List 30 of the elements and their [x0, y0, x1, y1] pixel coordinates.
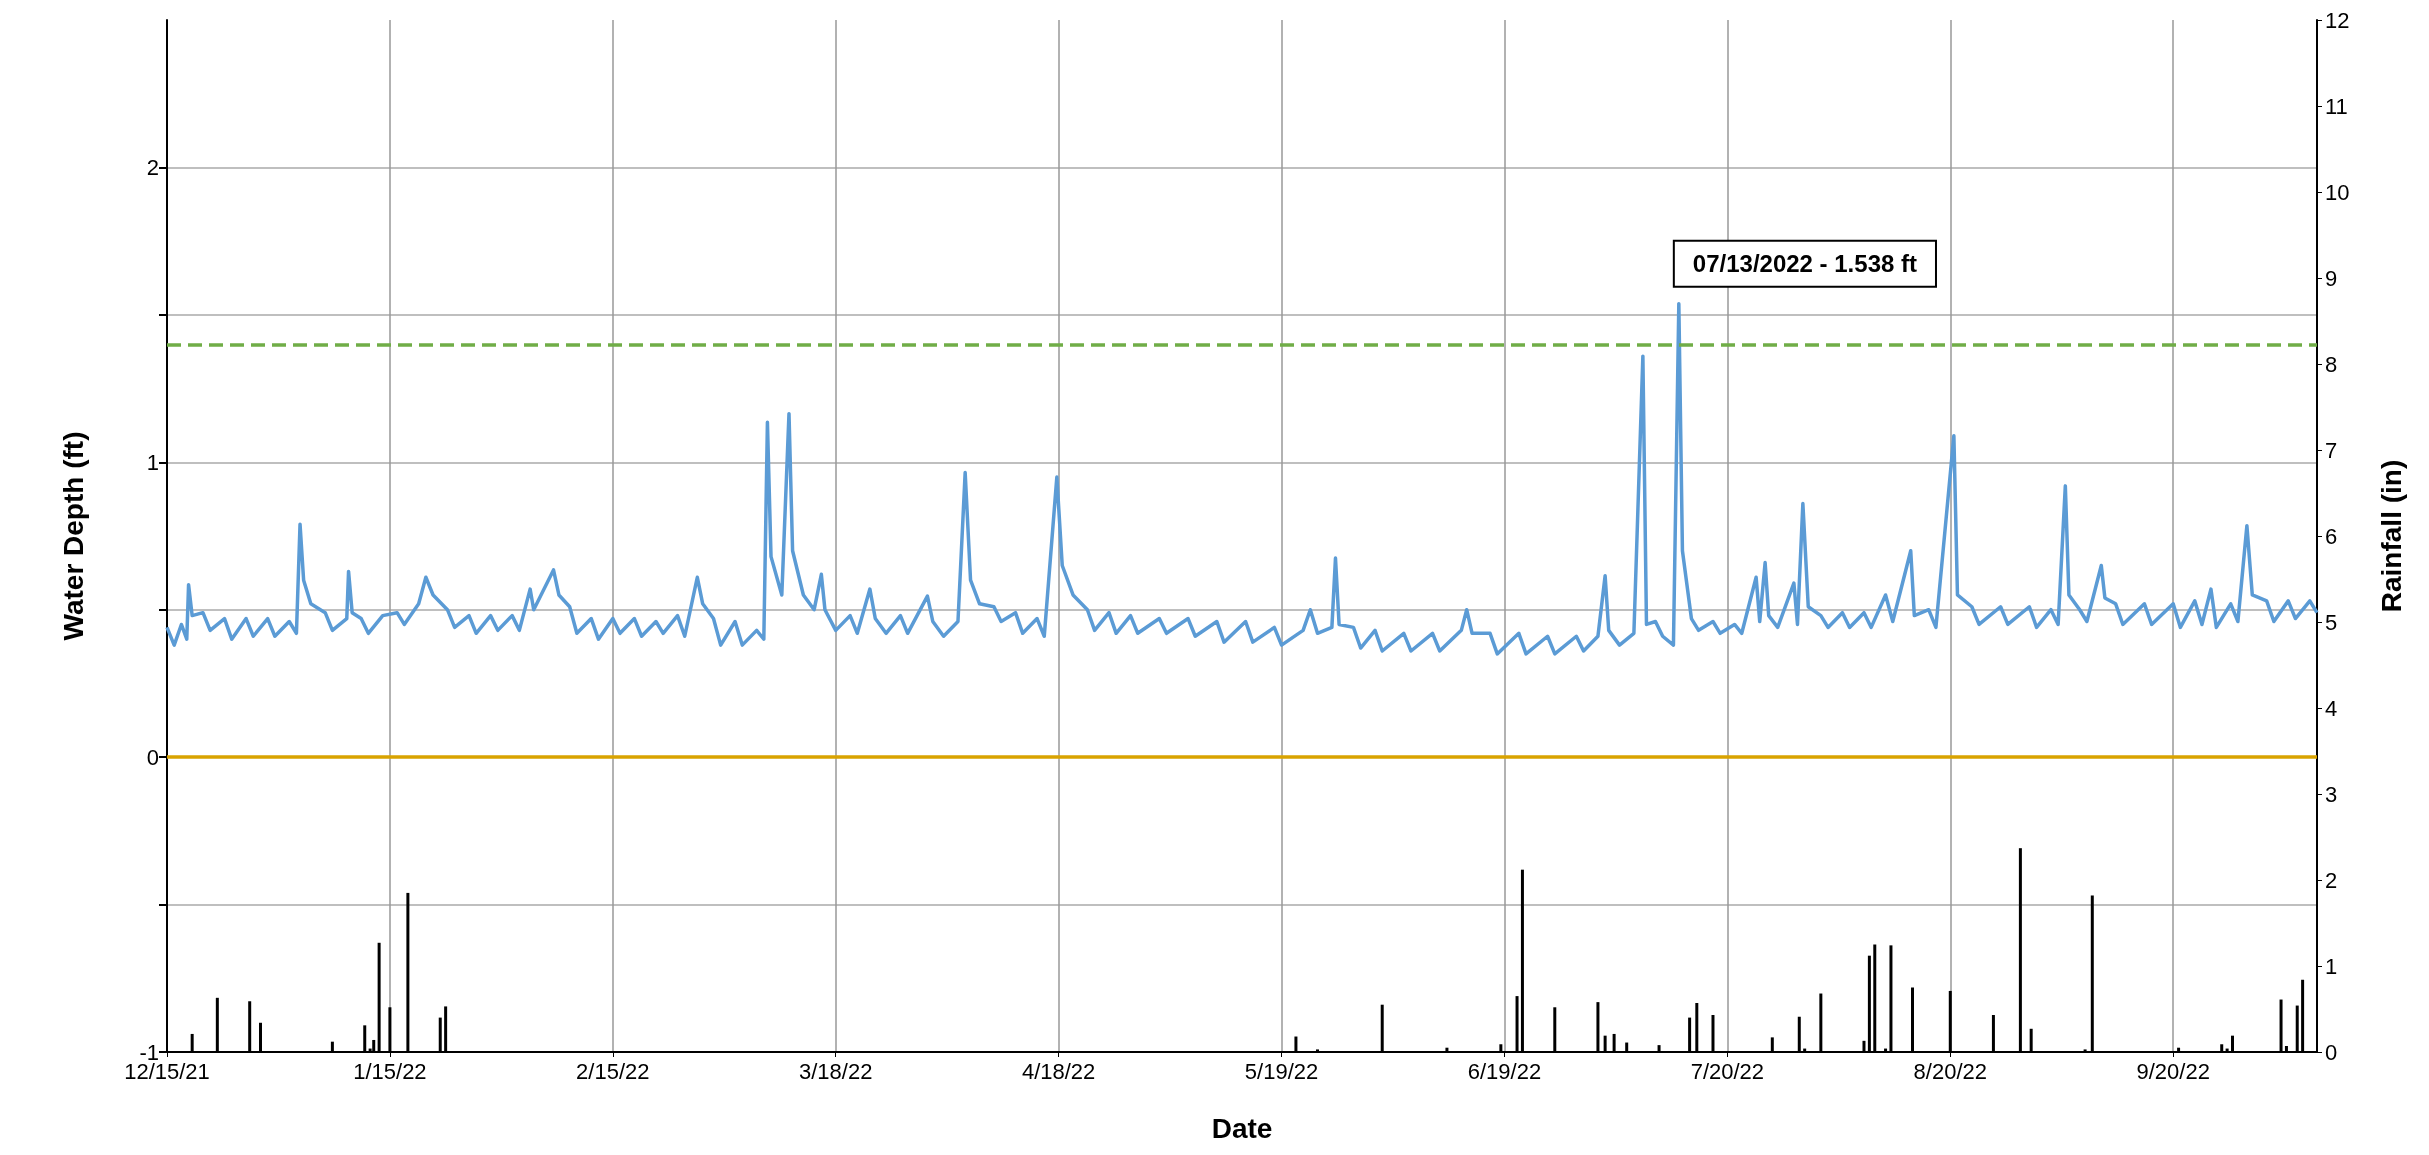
y2-tick-label: 1 [2325, 953, 2338, 979]
x-tick-label: 3/18/22 [799, 1058, 873, 1084]
annotation: 07/13/2022 - 1.538 ft [1692, 250, 1917, 278]
y-axis-title: Water Depth (ft) [57, 431, 89, 641]
y2-tick-label: 10 [2325, 179, 2350, 205]
y2-tick-label: 6 [2325, 523, 2338, 549]
x-tick-label: 9/20/22 [2136, 1058, 2210, 1084]
x-tick-label: 6/19/22 [1467, 1058, 1542, 1084]
x-tick-label: 5/19/22 [1244, 1058, 1319, 1084]
y-tick-label: 1 [146, 449, 159, 475]
y2-tick-label: 7 [2325, 437, 2338, 463]
y-tick-label: 0 [146, 744, 159, 770]
y2-tick-label: 9 [2325, 265, 2338, 291]
y2-tick-label: 5 [2325, 609, 2338, 635]
y-tick-label: 2 [146, 154, 159, 180]
x-tick-label: 4/18/22 [1021, 1058, 1096, 1084]
x-tick-label: 8/20/22 [1913, 1058, 1987, 1084]
x-axis-title: Date [1211, 1112, 1273, 1144]
y2-axis-title: Rainfall (in) [2375, 459, 2407, 613]
x-tick-label: 2/15/22 [576, 1058, 650, 1084]
y2-tick-label: 3 [2325, 781, 2338, 807]
line-series [165, 301, 2319, 656]
y2-tick-label: 8 [2325, 351, 2338, 377]
y2-tick-label: 2 [2325, 867, 2338, 893]
y2-tick-label: 12 [2325, 7, 2350, 33]
y2-tick-label: 11 [2325, 93, 2348, 119]
x-tick-label: 1/15/22 [353, 1058, 427, 1084]
y2-tick-label: 4 [2325, 695, 2338, 721]
x-tick-label: 7/20/22 [1690, 1058, 1765, 1084]
y2-tick-label: 0 [2325, 1039, 2338, 1065]
